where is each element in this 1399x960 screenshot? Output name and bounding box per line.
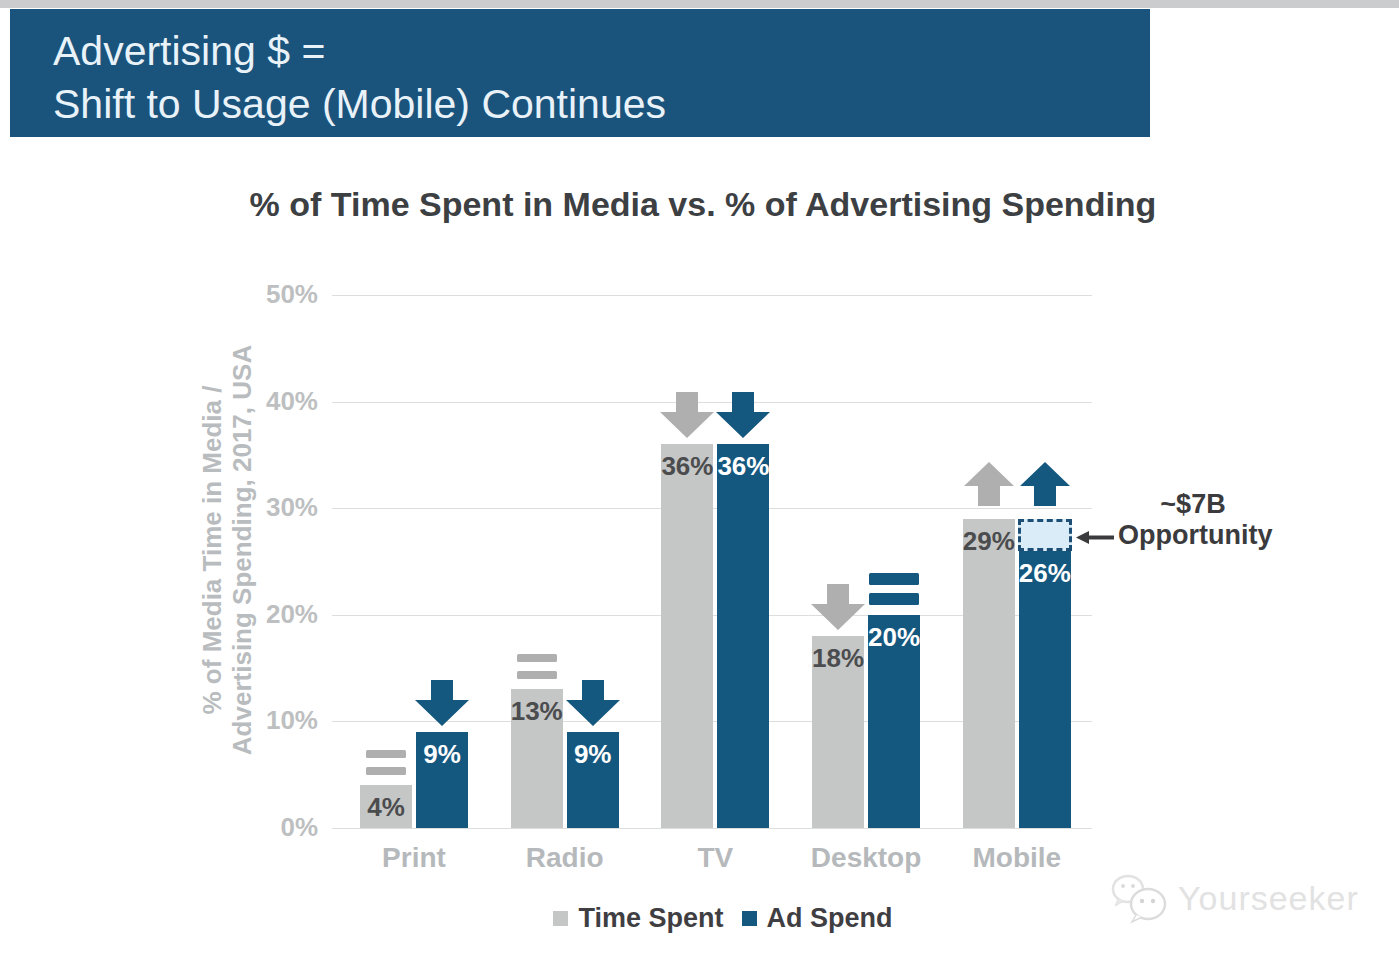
gridline <box>332 295 1092 296</box>
opportunity-annotation-line2: Opportunity <box>1118 520 1268 551</box>
y-tick-label: 0% <box>232 812 318 843</box>
category-label: Print <box>339 842 489 874</box>
opportunity-annotation-line1: ~$7B <box>1118 489 1268 520</box>
legend-label-time-spent: Time Spent <box>578 903 723 934</box>
opportunity-box <box>1018 519 1072 551</box>
bar-time-spent <box>661 444 713 828</box>
watermark-logo-icon <box>1108 872 1170 924</box>
legend: Time Spent Ad Spend <box>423 903 1023 934</box>
y-tick-label: 20% <box>232 599 318 630</box>
category-label: TV <box>640 842 790 874</box>
trend-arrow-down-icon <box>660 392 714 438</box>
legend-swatch-time-spent <box>553 911 568 926</box>
bar-value-label: 9% <box>416 739 468 770</box>
legend-label-ad-spend: Ad Spend <box>767 903 893 934</box>
watermark-text: Yourseeker <box>1178 879 1359 918</box>
trend-equals-icon <box>517 654 557 679</box>
plot-area: 0%10%20%30%40%50%4%9%Print13%9%Radio36%3… <box>0 0 1399 960</box>
bar-ad-spend <box>717 444 769 828</box>
gridline <box>332 828 1092 829</box>
legend-item-ad-spend: Ad Spend <box>742 903 893 934</box>
trend-equals-icon <box>366 750 406 775</box>
bar-ad-spend <box>1019 551 1071 828</box>
bar-time-spent <box>963 519 1015 828</box>
bar-value-label: 13% <box>511 696 563 727</box>
trend-equals-icon <box>869 573 919 605</box>
watermark: Yourseeker <box>1108 872 1359 924</box>
trend-arrow-down-icon <box>716 392 770 438</box>
y-tick-label: 10% <box>232 705 318 736</box>
bar-value-label: 20% <box>868 622 920 653</box>
slide: Advertising $ = Shift to Usage (Mobile) … <box>0 0 1399 960</box>
y-tick-label: 30% <box>232 492 318 523</box>
category-label: Desktop <box>791 842 941 874</box>
trend-arrow-down-icon <box>811 584 865 630</box>
trend-arrow-down-icon <box>415 680 469 726</box>
opportunity-annotation: ~$7B Opportunity <box>1118 489 1268 551</box>
opportunity-arrow-icon <box>1076 530 1114 545</box>
trend-arrow-up-icon <box>1020 462 1070 506</box>
trend-arrow-up-icon <box>964 462 1014 506</box>
category-label: Mobile <box>942 842 1092 874</box>
legend-item-time-spent: Time Spent <box>553 903 723 934</box>
bar-value-label: 29% <box>963 526 1015 557</box>
bar-value-label: 26% <box>1019 558 1071 589</box>
category-label: Radio <box>490 842 640 874</box>
bar-value-label: 18% <box>812 643 864 674</box>
bar-value-label: 36% <box>661 451 713 482</box>
trend-arrow-down-icon <box>566 680 620 726</box>
y-tick-label: 50% <box>232 279 318 310</box>
y-tick-label: 40% <box>232 386 318 417</box>
legend-swatch-ad-spend <box>742 911 757 926</box>
bar-value-label: 36% <box>717 451 769 482</box>
bar-value-label: 9% <box>567 739 619 770</box>
bar-value-label: 4% <box>360 792 412 823</box>
